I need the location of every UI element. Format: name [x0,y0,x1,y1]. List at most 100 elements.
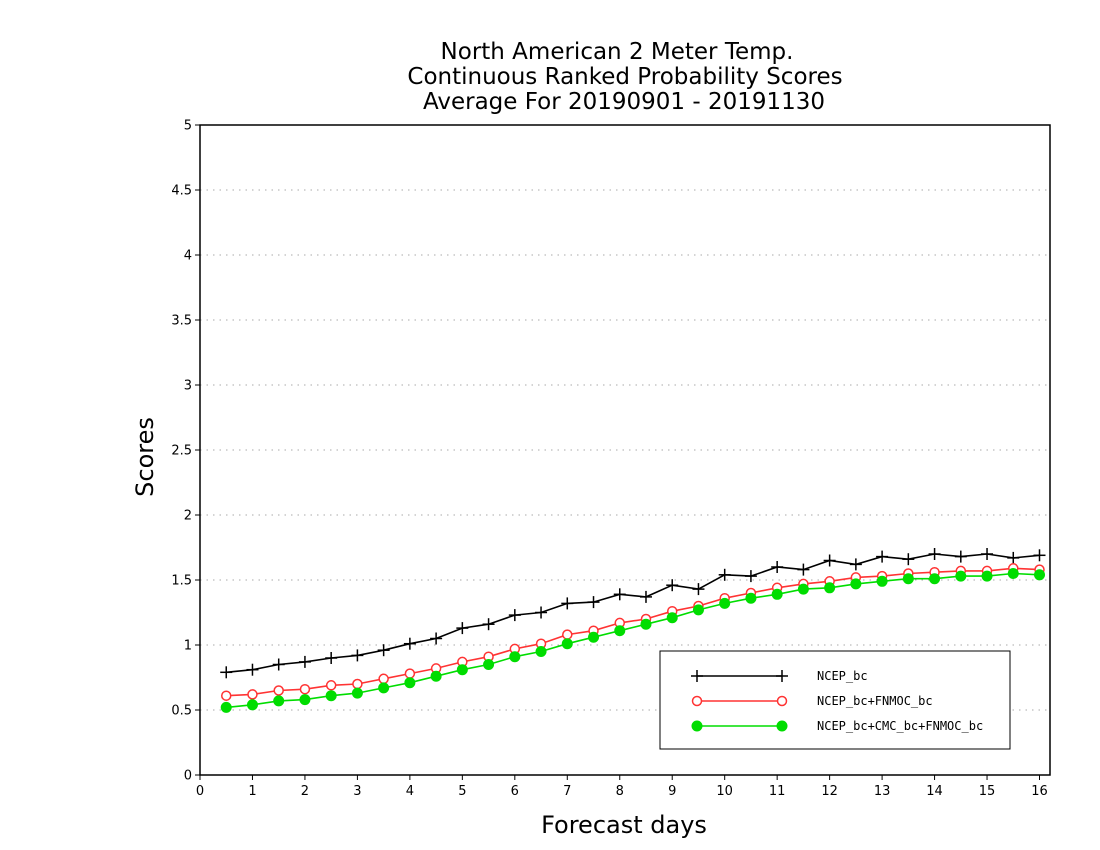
y-tick-label: 1 [184,639,192,654]
plot-frame [199,124,1051,776]
data-point-filled-circle [1034,569,1046,581]
y-tick-label: 0 [184,769,192,784]
data-point-open-circle [352,678,363,690]
series-1 [220,548,1046,679]
data-point-open-circle [404,668,416,679]
title-line-3: Average For 20190901 - 20191130 [423,89,825,115]
data-point-plus [246,663,259,676]
x-tick-label: 4 [406,784,414,799]
data-point-open-circle [776,695,788,707]
data-point-filled-circle [273,695,285,707]
x-tick-label: 10 [716,784,733,799]
x-tick-label: 11 [769,784,786,799]
data-point-filled-circle [614,625,626,637]
data-point-open-circle [220,690,232,701]
data-point-filled-circle [588,631,600,643]
data-point-plus [771,561,784,573]
x-tick-label: 12 [821,784,838,799]
data-point-filled-circle [430,670,442,682]
x-tick-label: 8 [616,784,624,799]
data-point-filled-circle [483,659,495,670]
y-tick-label: 3.5 [171,314,192,329]
data-point-plus [797,563,810,576]
data-point-filled-circle [929,573,941,585]
x-tick-label: 16 [1031,784,1048,799]
y-tick-label: 3 [184,379,192,394]
y-tick-label: 4 [184,249,192,264]
x-tick-label: 3 [353,784,361,799]
x-axis-title: Forecast days [541,811,707,839]
data-point-filled-circle [850,578,862,590]
data-point-plus [849,558,862,571]
legend-item: NCEP_bc+CMC_bc+FNMOC_bc [691,719,983,733]
data-point-plus [377,644,390,657]
data-point-filled-circle [561,638,573,650]
data-point-filled-circle [404,677,416,689]
data-point-open-circle [325,680,337,691]
data-point-plus [561,597,574,610]
data-point-plus [718,568,731,581]
data-point-plus [220,666,233,679]
data-point-filled-circle [640,618,652,630]
data-point-plus [430,632,443,645]
data-point-plus [692,583,705,596]
data-point-filled-circle [378,682,390,694]
data-point-plus [744,570,757,583]
data-point-filled-circle [535,646,547,657]
legend-item: NCEP_bc [691,669,868,683]
data-point-filled-circle [220,701,232,713]
data-point-plus [272,658,285,671]
y-tick-label: 4.5 [171,184,192,199]
data-point-plus [351,649,364,662]
data-point-filled-circle [325,690,337,702]
data-point-plus [325,652,338,664]
data-point-plus [876,550,889,563]
data-point-filled-circle [351,687,363,699]
data-point-plus [1007,551,1020,564]
y-tick-label: 1.5 [171,574,192,589]
x-tick-label: 9 [668,784,676,799]
data-point-plus [508,609,521,622]
x-tick-label: 1 [248,784,256,799]
data-point-plus [535,606,548,619]
series-3 [220,568,1046,713]
data-point-plus [613,588,626,601]
data-point-filled-circle [1007,568,1019,579]
title-line-1: North American 2 Meter Temp. [441,39,794,65]
data-point-filled-circle [745,592,757,604]
data-point-filled-circle [719,597,731,609]
x-tick-label: 7 [563,784,571,799]
data-point-plus [298,655,311,668]
legend-box [659,650,1011,750]
legend-label: NCEP_bc+FNMOC_bc [817,694,933,708]
data-point-plus [639,590,652,603]
data-point-filled-circle [691,720,703,732]
data-point-filled-circle [692,604,704,616]
data-point-plus [776,670,788,682]
data-point-open-circle [273,685,284,696]
series-layer [220,548,1046,713]
data-point-filled-circle [955,570,967,582]
legend-label: NCEP_bc [817,669,868,683]
data-point-filled-circle [666,612,678,624]
y-tick-label: 2.5 [171,444,192,459]
data-point-plus [928,548,941,560]
x-tick-label: 13 [874,784,891,799]
data-point-open-circle [378,673,389,685]
data-point-plus [823,554,836,567]
data-point-open-circle [299,683,311,695]
data-point-plus [981,548,994,560]
data-point-plus [954,550,967,563]
data-point-filled-circle [797,583,809,595]
title-line-2: Continuous Ranked Probability Scores [407,64,842,90]
data-point-plus [403,637,416,650]
data-point-plus [1033,549,1046,562]
data-point-plus [456,622,469,635]
data-point-filled-circle [771,588,783,600]
data-point-filled-circle [902,573,914,585]
data-point-open-circle [691,695,703,707]
data-point-plus [666,579,679,592]
data-point-filled-circle [876,575,888,587]
y-tick-label: 2 [184,509,192,524]
